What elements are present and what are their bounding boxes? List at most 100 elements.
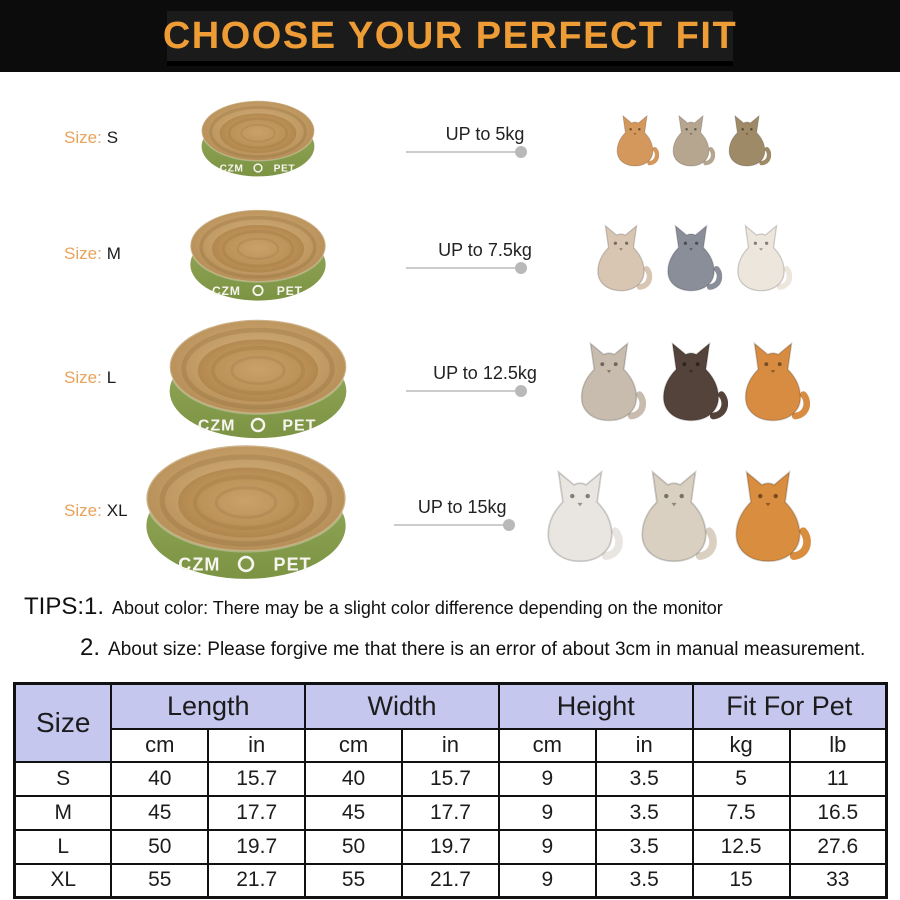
cat-icon [589,217,653,292]
cell-value: 5 [691,760,791,797]
size-label-l: Size: L [0,368,152,388]
cell-value: 50 [304,828,403,865]
cell-value: 3.5 [594,760,694,797]
banner-title-box: CHOOSE YOUR PERFECT FIT [163,11,736,66]
cat-scratcher-bowl-icon: CZM PET [140,434,352,588]
bowl-image-m: CZM PET [152,204,364,305]
cell-size: XL [13,862,113,899]
svg-text:CZM: CZM [198,417,235,434]
tip-1-number: TIPS:1. [24,593,105,620]
cat-icon [735,333,811,422]
unit-height-cm: cm [497,727,597,763]
cats-illustration-xl [536,460,900,563]
tip-1-text: About color: There may be a slight color… [112,598,723,618]
cell-size: M [13,794,113,831]
cell-value: 9 [497,794,597,831]
size-label-s: Size: S [0,128,152,148]
col-header-size: Size [13,682,113,763]
size-prefix: Size: [64,128,102,147]
cell-value: 55 [110,862,210,899]
unit-width-cm: cm [304,727,403,763]
svg-text:CZM: CZM [179,554,221,574]
cat-icon [653,333,729,422]
cell-value: 19.7 [401,828,500,865]
svg-text:PET: PET [274,164,296,175]
unit-height-in: in [594,727,694,763]
cats-illustration-l [570,333,900,422]
cell-size: L [13,828,113,865]
tip-1: TIPS:1. About color: There may be a slig… [24,593,900,621]
cell-value: 15.7 [207,760,307,797]
cat-icon [666,109,716,167]
size-prefix: Size: [64,501,102,520]
cell-value: 45 [110,794,210,831]
cell-value: 40 [110,760,210,797]
page-title: CHOOSE YOUR PERFECT FIT [162,14,738,57]
cell-value: 21.7 [207,862,307,899]
table-row-xl: XL 55 21.7 55 21.7 9 3.5 15 33 [13,862,888,899]
cell-value: 33 [788,862,888,899]
tip-2-number: 2. [80,634,101,661]
cell-value: 7.5 [691,794,791,831]
cat-icon [610,109,660,167]
cell-value: 17.7 [207,794,307,831]
size-chart-table: Size Length Width Height Fit For Pet cm … [13,682,888,899]
unit-length-cm: cm [110,727,210,763]
bowl-image-xl: CZM PET [140,434,352,588]
cat-scratcher-bowl-icon: CZM PET [164,312,352,444]
cell-value: 3.5 [594,828,694,865]
weight-limit-xl: UP to 15kg [388,496,536,531]
tip-2-text: About size: Please forgive me that there… [108,639,866,660]
pointer-dot [515,261,527,274]
size-row-m: Size: M CZM PET UP to 7.5kg [0,194,900,314]
pointer-line [406,261,527,274]
cats-illustration-m [570,217,900,292]
weight-limit-m: UP to 7.5kg [400,239,570,274]
cat-icon [571,333,647,422]
weight-text: UP to 7.5kg [438,239,532,260]
cell-value: 50 [110,828,210,865]
cat-icon [630,460,718,563]
cat-scratcher-bowl-icon: CZM PET [186,204,330,305]
bowl-image-s: CZM PET [152,96,364,180]
size-comparison-rows: Size: S CZM PET UP to 5kg Si [0,72,900,581]
bowl-image-l: CZM PET [152,312,364,444]
tip-2: 2. About size: Please forgive me that th… [80,634,900,662]
svg-text:PET: PET [277,283,303,297]
size-row-s: Size: S CZM PET UP to 5kg [0,82,900,194]
cell-value: 15 [691,862,791,899]
cell-value: 15.7 [401,760,500,797]
svg-text:CZM: CZM [212,283,241,297]
size-value: L [106,367,117,387]
size-value: M [106,244,121,263]
pointer-line [394,518,516,531]
banner: CHOOSE YOUR PERFECT FIT [0,0,900,72]
size-row-xl: Size: XL CZM PET UP to 15kg [0,441,900,581]
size-label-m: Size: M [0,244,152,264]
cell-value: 45 [304,794,403,831]
cat-scratcher-bowl-icon: CZM PET [198,96,318,180]
size-prefix: Size: [64,367,102,387]
cell-value: 55 [304,862,403,899]
size-value: XL [106,501,128,520]
weight-text: UP to 15kg [417,496,507,517]
svg-text:PET: PET [282,417,316,434]
cats-illustration-s [570,109,900,167]
pointer-line [406,385,527,397]
svg-text:PET: PET [274,554,312,574]
cat-icon [724,460,812,563]
tips-section: TIPS:1. About color: There may be a slig… [0,581,900,662]
svg-text:CZM: CZM [220,164,244,175]
weight-text: UP to 12.5kg [433,363,537,383]
weight-text: UP to 5kg [445,123,525,144]
cell-value: 9 [497,760,597,797]
unit-fit-kg: kg [691,727,791,763]
size-prefix: Size: [64,244,102,263]
cell-value: 19.7 [207,828,307,865]
cell-value: 11 [788,760,888,797]
col-header-length: Length [110,682,307,730]
pointer-dot [515,145,527,158]
cell-size: S [13,760,113,797]
col-header-width: Width [304,682,500,730]
